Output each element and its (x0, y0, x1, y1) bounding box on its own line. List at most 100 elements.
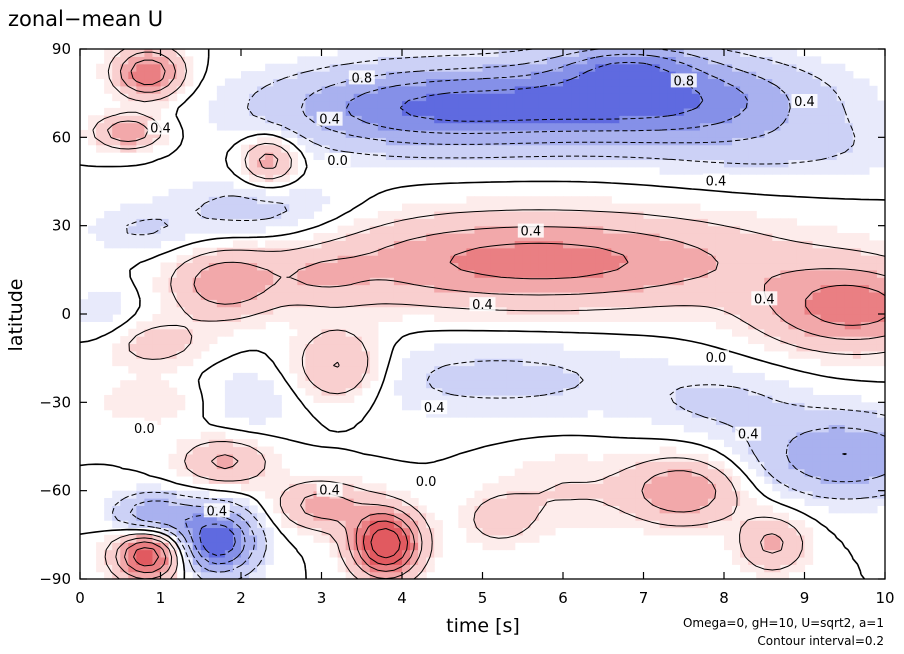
heatmap-cell (812, 343, 822, 352)
heatmap-cell (313, 350, 323, 359)
heatmap-cell (603, 122, 612, 131)
x-tick-label: 8 (719, 589, 729, 607)
heatmap-cell (732, 225, 741, 234)
heatmap-cell (265, 107, 274, 116)
heatmap-cell (265, 159, 274, 168)
heatmap-cell (611, 63, 620, 72)
heatmap-cell (595, 262, 604, 271)
heatmap-cell (289, 218, 298, 227)
heatmap-cell (579, 262, 588, 271)
heatmap-cell (281, 166, 290, 175)
heatmap-cell (482, 93, 492, 102)
heatmap-cell (554, 129, 564, 138)
heatmap-cell (482, 159, 492, 168)
heatmap-cell (232, 277, 242, 286)
heatmap-cell (345, 336, 355, 345)
heatmap-cell (836, 277, 846, 286)
heatmap-cell (820, 269, 830, 278)
heatmap-cell (796, 490, 806, 499)
heatmap-cell (796, 247, 806, 256)
heatmap-cell (804, 240, 814, 249)
heatmap-cell (402, 564, 411, 573)
heatmap-cell (659, 247, 669, 256)
heatmap-cell (297, 240, 306, 249)
heatmap-cell (530, 203, 540, 212)
heatmap-cell (289, 277, 298, 286)
heatmap-cell (249, 527, 258, 536)
heatmap-cell (450, 394, 459, 403)
heatmap-cell (852, 291, 862, 300)
heatmap-cell (522, 534, 532, 543)
heatmap-cell (554, 475, 564, 484)
heatmap-cell (192, 269, 202, 278)
heatmap-cell (876, 247, 886, 256)
heatmap-cell (812, 402, 822, 411)
heatmap-cell (530, 394, 540, 403)
heatmap-cell (852, 284, 862, 293)
heatmap-cell (740, 299, 749, 308)
heatmap-cell (788, 453, 798, 462)
heatmap-cell (329, 314, 339, 322)
heatmap-cell (313, 394, 323, 403)
heatmap-cell (772, 417, 781, 426)
heatmap-cell (305, 210, 315, 219)
heatmap-cell (699, 71, 709, 80)
heatmap-cell (482, 137, 492, 146)
heatmap-cell (587, 394, 596, 403)
heatmap-cell (136, 129, 145, 138)
heatmap-cell (265, 461, 274, 470)
heatmap-cell (715, 431, 725, 440)
heatmap-cell (675, 291, 685, 300)
heatmap-cell (860, 159, 870, 168)
heatmap-cell (707, 240, 717, 249)
heatmap-cell (804, 321, 814, 330)
heatmap-cell (168, 306, 178, 315)
heatmap-cell (329, 63, 339, 72)
heatmap-cell (748, 233, 757, 241)
heatmap-cell (450, 122, 459, 131)
heatmap-cell (104, 78, 113, 87)
heatmap-cell (691, 299, 701, 308)
heatmap-cell (707, 159, 717, 168)
heatmap-cell (120, 107, 129, 116)
heatmap-cell (152, 277, 162, 286)
heatmap-cell (715, 461, 725, 470)
heatmap-cell (482, 358, 492, 367)
heatmap-cell (538, 262, 548, 271)
heatmap-cell (828, 277, 838, 286)
heatmap-cell (571, 284, 580, 293)
heatmap-cell (659, 475, 669, 484)
heatmap-cell (136, 225, 145, 234)
heatmap-cell (385, 93, 395, 102)
heatmap-cell (257, 321, 266, 330)
heatmap-cell (804, 549, 814, 558)
heatmap-cell (208, 306, 218, 315)
heatmap-cell (144, 343, 154, 352)
heatmap-cell (691, 468, 701, 477)
heatmap-cell (232, 520, 242, 529)
heatmap-cell (643, 56, 653, 65)
heatmap-cell (377, 571, 387, 580)
heatmap-cell (321, 196, 331, 205)
heatmap-cell (281, 63, 290, 72)
heatmap-cell (595, 49, 604, 57)
heatmap-cell (112, 505, 121, 514)
heatmap-cell (345, 549, 355, 558)
heatmap-cell (756, 306, 765, 315)
heatmap-cell (361, 269, 371, 278)
heatmap-cell (828, 129, 838, 138)
heatmap-cell (732, 409, 741, 418)
heatmap-cell (715, 137, 725, 146)
heatmap-cell (788, 534, 798, 543)
heatmap-cell (184, 520, 194, 529)
heatmap-cell (184, 262, 194, 271)
heatmap-cell (627, 402, 637, 411)
heatmap-cell (249, 556, 258, 565)
heatmap-cell (506, 137, 516, 146)
heatmap-cell (313, 247, 323, 256)
heatmap-cell (852, 343, 862, 352)
heatmap-cell (410, 365, 419, 374)
heatmap-cell (466, 527, 476, 536)
heatmap-cell (393, 233, 403, 241)
heatmap-cell (764, 225, 773, 234)
